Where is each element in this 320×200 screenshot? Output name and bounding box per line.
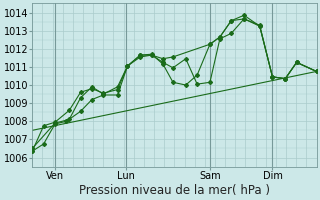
X-axis label: Pression niveau de la mer( hPa ): Pression niveau de la mer( hPa ) [79, 184, 270, 197]
